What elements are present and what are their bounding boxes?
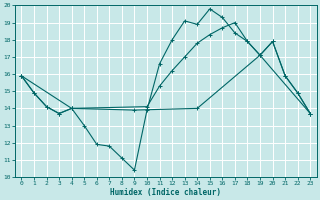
- X-axis label: Humidex (Indice chaleur): Humidex (Indice chaleur): [110, 188, 221, 197]
